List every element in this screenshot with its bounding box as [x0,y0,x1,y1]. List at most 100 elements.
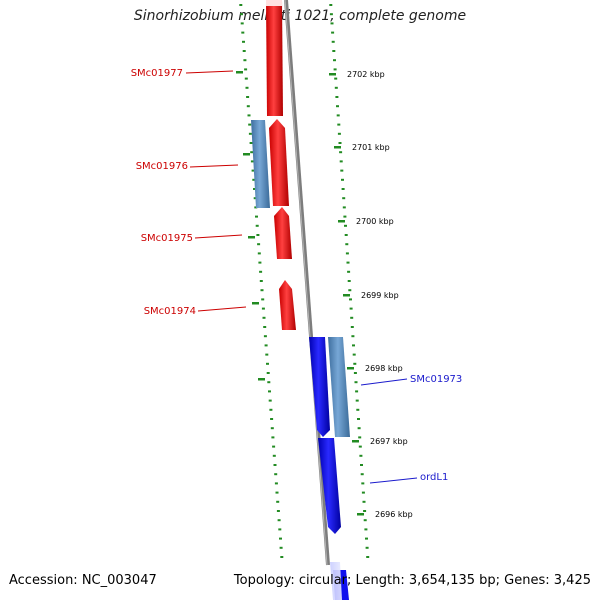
scale-tick-label: 2697 kbp [370,437,408,446]
ruler-dot [346,261,350,264]
gene-label[interactable]: SMc01977 [131,68,183,79]
minor-tick [252,302,259,305]
scale-tick-label: 2696 kbp [375,510,413,519]
minor-tick [236,71,243,74]
ruler-dot [360,464,363,466]
gene-label-leader [189,164,239,168]
ruler-dot [260,289,264,292]
ruler-dot [363,510,367,512]
ruler-dot [338,142,342,144]
minor-tick [248,236,255,239]
cds-block-right[interactable] [328,337,350,437]
ruler-dot [268,399,272,402]
gene-smc01976[interactable] [269,119,289,206]
ruler-dot [334,86,338,89]
scale-tick [329,73,336,76]
ruler-dot [273,464,277,466]
ruler-dot [255,215,258,218]
ruler-dot [361,491,365,494]
ruler-dot [275,491,279,494]
gene-ordl1[interactable] [318,438,341,534]
ruler-dot [358,436,362,439]
ruler-dot [337,123,341,126]
gene-smc01975[interactable] [274,207,292,259]
ruler-dot [272,445,276,448]
ruler-dot [364,528,368,531]
ruler-dot [276,510,280,512]
ruler-dot [353,372,357,374]
ruler-dot [363,519,367,522]
cds-block-left[interactable] [251,120,270,208]
gene-smc01974[interactable] [279,280,296,330]
ruler-dot [246,105,250,108]
ruler-dot [274,473,278,476]
ruler-dot [249,142,253,144]
ruler-dot [329,13,333,16]
ruler-dot [341,188,345,190]
minor-tick [243,153,250,156]
ruler-dot [358,445,362,448]
gene-label[interactable]: ordL1 [420,472,448,483]
gene-label-leader [360,378,408,386]
ruler-dot [355,399,359,402]
ruler-dot [242,40,245,43]
ruler-dot [254,206,258,209]
gene-label[interactable]: SMc01973 [410,374,462,385]
ruler-dot [253,188,256,190]
ruler-dot [270,427,274,430]
ruler-dot [354,381,358,384]
scale-tick-label: 2700 kbp [356,217,394,226]
ruler-dot [280,556,284,558]
ruler-dot [268,390,271,393]
ruler-dot [259,270,263,273]
ruler-dot [349,298,352,301]
ruler-dot [339,151,343,154]
genome-backbone [284,0,330,566]
ruler-dot [336,105,339,108]
gene-label[interactable]: SMc01975 [141,233,193,244]
ruler-dot [243,59,247,62]
ruler-dot [343,215,347,218]
ruler-dot [331,40,335,43]
ruler-dot [248,123,252,126]
scale-tick [343,294,350,297]
ruler-dot [337,132,341,135]
ruler-dot [360,473,364,476]
ruler-dot [335,96,339,98]
ruler-dot [263,335,267,338]
gene-smc01977[interactable] [266,0,283,116]
ruler-dot [270,418,274,420]
ruler-dot [240,22,244,25]
scale-tick-label: 2699 kbp [361,291,399,300]
ruler-dot [250,151,254,154]
ruler-dot [366,556,370,558]
ruler-dot [244,68,248,71]
ruler-dot [242,50,246,52]
ruler-dot [272,454,276,457]
ruler-dot [279,546,283,549]
ruler-dot [244,77,248,80]
ruler-dot [330,22,334,25]
ruler-dot [352,353,356,356]
ruler-dot [336,114,340,117]
ruler-dot [245,86,249,89]
scale-tick [352,440,359,443]
ruler-dot [355,390,359,393]
scale-tick-label: 2698 kbp [365,364,403,373]
ruler-dot [350,316,354,319]
minor-tick [258,378,265,381]
genome-backbone-highlight [284,0,328,566]
gene-label[interactable]: SMc01974 [144,306,196,317]
ruler-dot [258,261,262,264]
scale-tick [334,146,341,149]
scale-tick [338,220,345,223]
ruler-dot [257,243,261,246]
ruler-dot [279,537,282,540]
ruler-dot [248,132,252,135]
gene-smc01973[interactable] [309,337,330,437]
ruler-dot [266,362,269,365]
gene-label[interactable]: SMc01976 [136,161,188,172]
ruler-dot [345,252,349,255]
ruler-dot [257,252,261,255]
